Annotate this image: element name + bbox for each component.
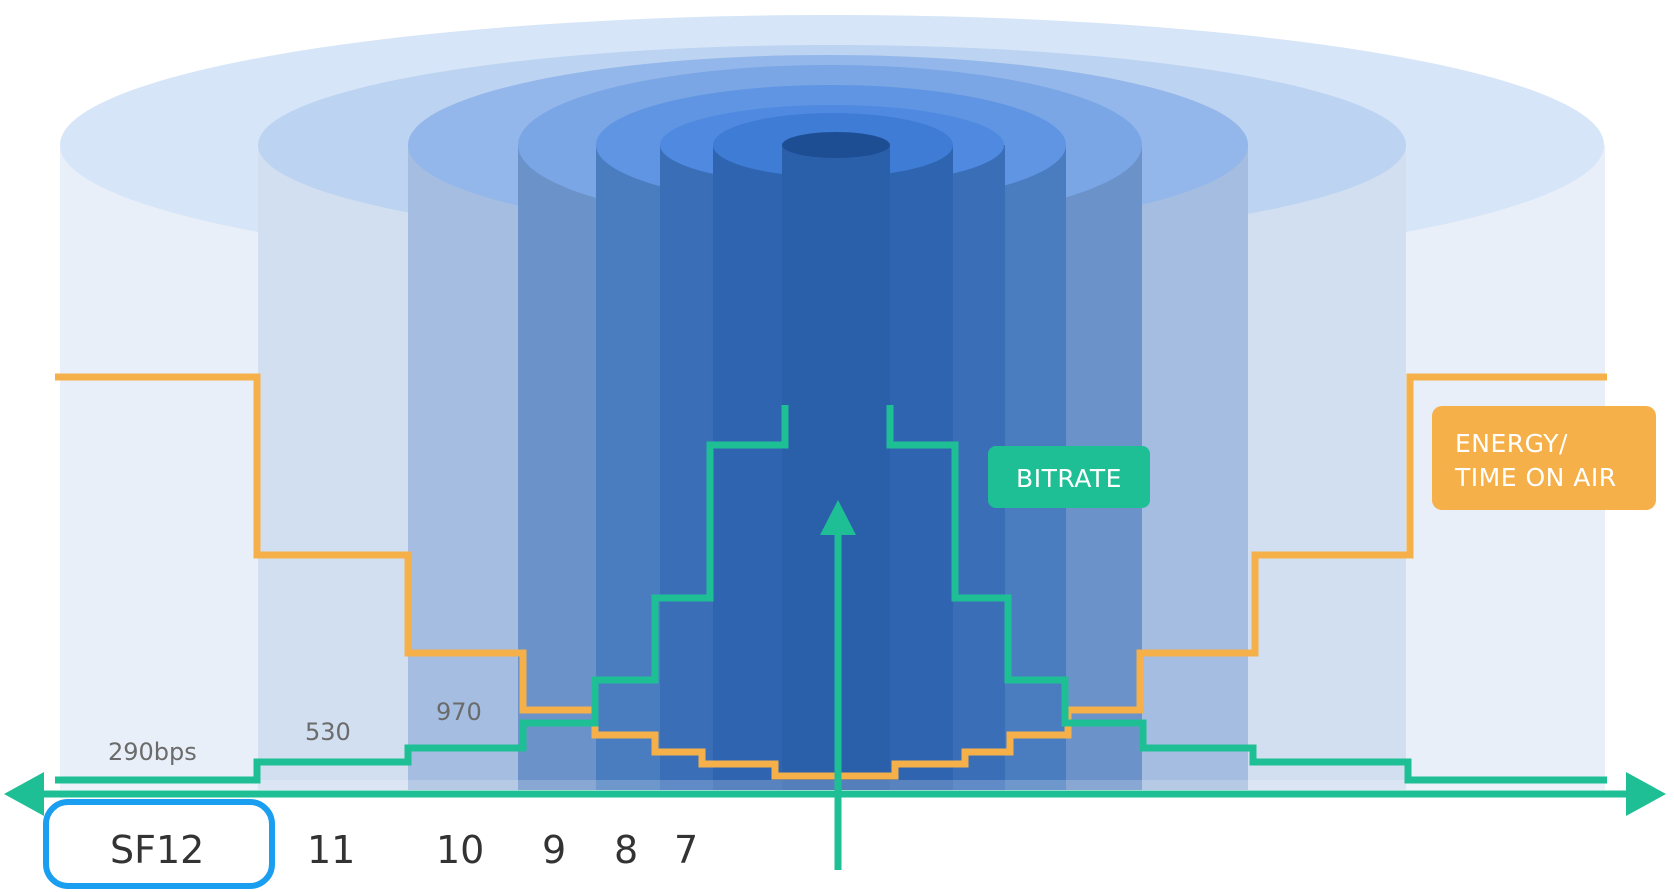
sf-label-10: 10	[436, 828, 484, 872]
energy-badge-line1: ENERGY/	[1455, 429, 1568, 458]
range-cylinders	[60, 15, 1605, 792]
bitrate-badge: BITRATE	[988, 446, 1150, 508]
sf-label-9: 9	[542, 828, 566, 872]
bitrate-value-sf12: 290bps	[108, 738, 197, 766]
bitrate-badge-label: BITRATE	[1016, 464, 1122, 493]
range-axis	[4, 772, 1666, 816]
sf-label-8: 8	[614, 828, 638, 872]
center-arrow-up-icon	[820, 500, 856, 535]
center-arrow	[820, 500, 856, 870]
bitrate-line	[55, 405, 789, 784]
sf12-selection-outline	[43, 799, 275, 889]
bitrate-values: 290bps 530 970	[108, 698, 482, 766]
sf-label-7: 7	[674, 828, 698, 872]
bitrate-value-sf11: 530	[305, 718, 351, 746]
axis-arrow-left-icon	[4, 772, 44, 816]
axis-arrow-right-icon	[1626, 772, 1666, 816]
energy-badge-line2: TIME ON AIR	[1454, 463, 1617, 492]
spreading-factor-labels: SF12 11 10 9 8 7	[43, 799, 698, 889]
sf-label-12: SF12	[110, 828, 204, 872]
cylinder-core-top	[782, 132, 890, 158]
energy-badge: ENERGY/ TIME ON AIR	[1432, 406, 1656, 510]
bitrate-line-right	[886, 405, 1607, 784]
bitrate-value-sf10: 970	[436, 698, 482, 726]
sf-label-11: 11	[307, 828, 355, 872]
